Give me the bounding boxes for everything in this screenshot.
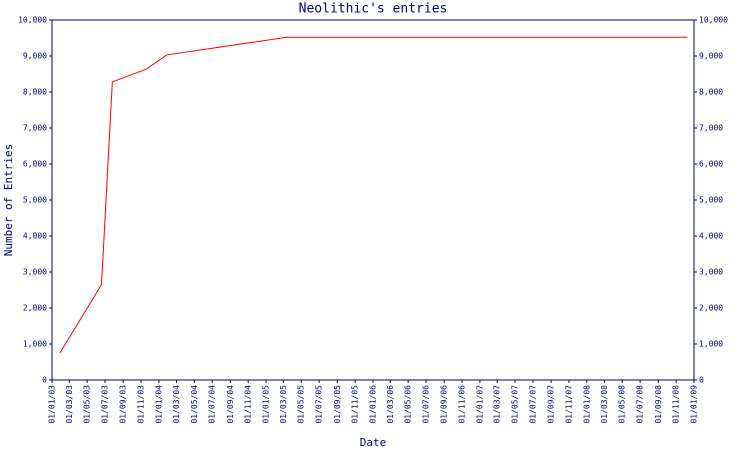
x-tick-label: 01/11/03 — [137, 385, 146, 424]
x-tick-label: 01/09/07 — [547, 385, 556, 424]
x-tick-label: 01/03/08 — [600, 385, 609, 424]
x-tick-label: 01/03/04 — [172, 385, 181, 424]
x-tick-label: 01/05/04 — [190, 385, 199, 424]
x-tick-label: 01/09/06 — [440, 385, 449, 424]
y2-tick-label: 0 — [699, 376, 704, 385]
y-tick-label: 10,000 — [18, 16, 47, 25]
x-tick-label: 01/09/03 — [119, 385, 128, 424]
x-tick-label: 01/11/08 — [672, 385, 681, 424]
y2-tick-label: 3,000 — [699, 268, 723, 277]
x-tick-label: 01/07/06 — [422, 385, 431, 424]
x-tick-label: 01/07/05 — [315, 385, 324, 424]
y2-tick-label: 2,000 — [699, 304, 723, 313]
y-tick-label: 8,000 — [23, 88, 47, 97]
y-tick-label: 4,000 — [23, 232, 47, 241]
x-tick-label: 01/05/05 — [297, 385, 306, 424]
y-tick-label: 7,000 — [23, 124, 47, 133]
x-tick-label: 01/03/06 — [386, 385, 395, 424]
y2-tick-label: 7,000 — [699, 124, 723, 133]
x-tick-label: 01/03/05 — [279, 385, 288, 424]
y-tick-label: 3,000 — [23, 268, 47, 277]
x-tick-label: 01/01/03 — [48, 385, 57, 424]
x-tick-label: 01/05/08 — [618, 385, 627, 424]
x-tick-label: 01/07/07 — [528, 385, 537, 424]
y2-tick-label: 10,000 — [699, 16, 728, 25]
x-tick-label: 01/09/08 — [654, 385, 663, 424]
y-tick-label: 0 — [42, 376, 47, 385]
data-line — [59, 36, 688, 354]
chart-title: Neolithic's entries — [299, 2, 448, 17]
y2-tick-label: 5,000 — [699, 196, 723, 205]
y-axis-label: Number of Entries — [2, 144, 15, 257]
x-tick-label: 01/11/07 — [564, 385, 573, 424]
y2-tick-label: 6,000 — [699, 160, 723, 169]
y2-tick-label: 9,000 — [699, 52, 723, 61]
plot-frame — [51, 19, 695, 381]
x-tick-label: 01/01/06 — [369, 385, 378, 424]
x-tick-label: 01/01/08 — [582, 385, 591, 424]
y-tick-label: 5,000 — [23, 196, 47, 205]
y-tick-label: 2,000 — [23, 304, 47, 313]
x-tick-label: 01/11/04 — [244, 385, 253, 424]
x-tick-label: 01/05/07 — [511, 385, 520, 424]
y2-tick-label: 4,000 — [699, 232, 723, 241]
x-tick-label: 01/01/04 — [154, 385, 163, 424]
x-tick-label: 01/07/03 — [101, 385, 110, 424]
x-tick-label: 01/07/08 — [636, 385, 645, 424]
y-tick-label: 6,000 — [23, 160, 47, 169]
x-tick-label: 01/03/03 — [65, 385, 74, 424]
y2-tick-label: 1,000 — [699, 340, 723, 349]
x-axis-label: Date — [360, 436, 387, 449]
x-tick-label: 01/09/04 — [226, 385, 235, 424]
x-tick-label: 01/09/05 — [333, 385, 342, 424]
x-tick-label: 01/01/05 — [262, 385, 271, 424]
x-tick-label: 01/01/09 — [690, 385, 699, 424]
x-tick-label: 01/05/06 — [404, 385, 413, 424]
x-tick-label: 01/03/07 — [493, 385, 502, 424]
y-tick-label: 9,000 — [23, 52, 47, 61]
y-tick-label: 1,000 — [23, 340, 47, 349]
y2-tick-label: 8,000 — [699, 88, 723, 97]
x-tick-label: 01/11/06 — [458, 385, 467, 424]
x-tick-label: 01/11/05 — [351, 385, 360, 424]
x-tick-label: 01/01/07 — [475, 385, 484, 424]
x-tick-label: 01/07/04 — [208, 385, 217, 424]
x-tick-label: 01/05/03 — [83, 385, 92, 424]
